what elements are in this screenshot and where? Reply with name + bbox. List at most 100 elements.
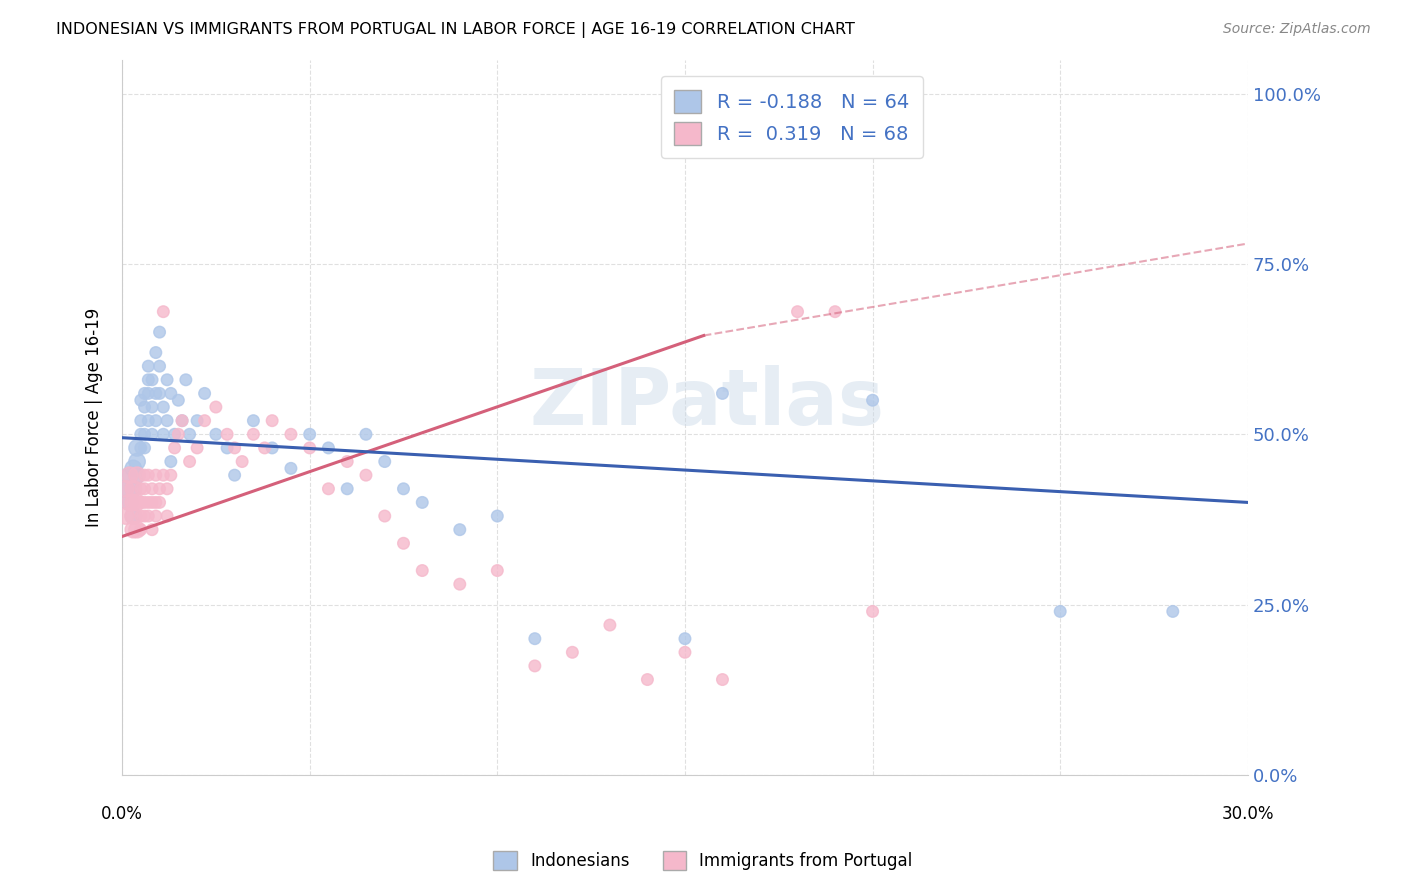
Point: [224, 441, 246, 455]
Point: [561, 645, 583, 659]
Point: [129, 495, 152, 509]
Point: [392, 536, 415, 550]
Point: [217, 441, 239, 455]
Point: [673, 645, 696, 659]
Point: [167, 427, 190, 442]
Point: [141, 482, 163, 496]
Point: [118, 495, 141, 509]
Point: [156, 509, 179, 524]
Point: [125, 495, 148, 509]
Point: [134, 468, 156, 483]
Point: [172, 414, 194, 428]
Point: [152, 468, 174, 483]
Point: [411, 564, 433, 578]
Point: [174, 373, 197, 387]
Point: [118, 468, 141, 483]
Point: [134, 427, 156, 442]
Point: [122, 461, 145, 475]
Point: [786, 304, 808, 318]
Point: [148, 482, 170, 496]
Point: [156, 482, 179, 496]
Point: [186, 441, 208, 455]
Point: [486, 564, 509, 578]
Point: [136, 495, 159, 509]
Point: [129, 427, 152, 442]
Point: [129, 441, 152, 455]
Point: [156, 414, 179, 428]
Point: [136, 373, 159, 387]
Point: [145, 386, 167, 401]
Text: 0.0%: 0.0%: [101, 805, 143, 823]
Text: ZIPatlas: ZIPatlas: [530, 365, 884, 441]
Point: [129, 414, 152, 428]
Point: [374, 509, 396, 524]
Point: [298, 427, 321, 442]
Point: [141, 400, 163, 414]
Point: [122, 509, 145, 524]
Point: [141, 495, 163, 509]
Point: [392, 482, 415, 496]
Text: 30.0%: 30.0%: [1222, 805, 1274, 823]
Point: [129, 509, 152, 524]
Point: [129, 523, 152, 537]
Point: [134, 441, 156, 455]
Point: [262, 414, 284, 428]
Point: [194, 414, 217, 428]
Point: [114, 482, 136, 496]
Point: [411, 495, 433, 509]
Point: [122, 523, 145, 537]
Legend: Indonesians, Immigrants from Portugal: Indonesians, Immigrants from Portugal: [486, 844, 920, 877]
Point: [205, 427, 228, 442]
Point: [145, 468, 167, 483]
Point: [354, 468, 377, 483]
Point: [749, 114, 772, 128]
Point: [523, 632, 546, 646]
Point: [136, 386, 159, 401]
Point: [122, 495, 145, 509]
Y-axis label: In Labor Force | Age 16-19: In Labor Force | Age 16-19: [86, 308, 103, 527]
Point: [1049, 604, 1071, 618]
Point: [242, 427, 264, 442]
Point: [125, 441, 148, 455]
Point: [486, 509, 509, 524]
Point: [129, 482, 152, 496]
Point: [160, 454, 183, 468]
Point: [160, 386, 183, 401]
Point: [125, 468, 148, 483]
Point: [599, 618, 621, 632]
Point: [205, 400, 228, 414]
Point: [231, 454, 253, 468]
Point: [156, 373, 179, 387]
Point: [136, 509, 159, 524]
Point: [145, 345, 167, 359]
Point: [125, 454, 148, 468]
Text: Source: ZipAtlas.com: Source: ZipAtlas.com: [1223, 22, 1371, 37]
Point: [148, 386, 170, 401]
Point: [824, 304, 846, 318]
Point: [280, 427, 302, 442]
Point: [152, 427, 174, 442]
Point: [636, 673, 658, 687]
Point: [167, 393, 190, 408]
Point: [242, 414, 264, 428]
Point: [152, 304, 174, 318]
Point: [862, 604, 884, 618]
Point: [711, 386, 734, 401]
Point: [523, 659, 546, 673]
Point: [318, 441, 340, 455]
Point: [354, 427, 377, 442]
Point: [141, 427, 163, 442]
Point: [152, 400, 174, 414]
Point: [141, 523, 163, 537]
Point: [141, 373, 163, 387]
Point: [134, 400, 156, 414]
Point: [179, 454, 201, 468]
Point: [136, 359, 159, 374]
Point: [194, 386, 217, 401]
Point: [114, 482, 136, 496]
Point: [148, 325, 170, 339]
Point: [673, 632, 696, 646]
Point: [449, 523, 471, 537]
Point: [125, 468, 148, 483]
Point: [160, 468, 183, 483]
